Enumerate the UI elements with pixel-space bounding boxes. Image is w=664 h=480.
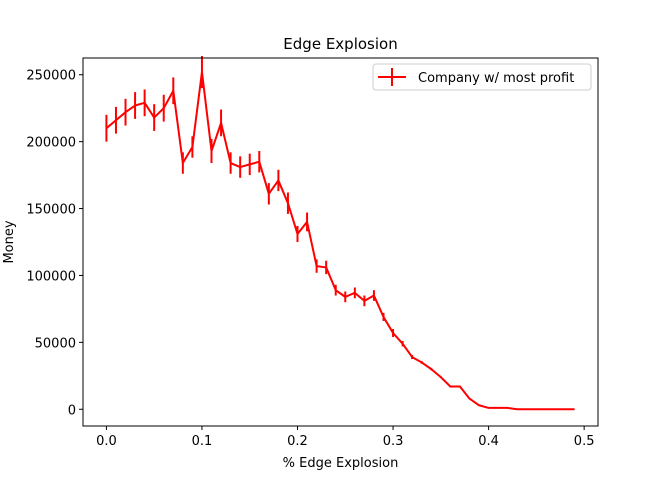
y-tick-label: 250000 bbox=[26, 69, 76, 84]
plot-frame bbox=[82, 57, 599, 427]
y-tick-label: 50000 bbox=[35, 336, 76, 351]
legend: Company w/ most profit bbox=[372, 63, 592, 91]
y-tick-label: 150000 bbox=[26, 203, 76, 218]
legend-label: Company w/ most profit bbox=[418, 71, 574, 86]
chart-title: Edge Explosion bbox=[283, 35, 397, 53]
x-tick-label: 0.3 bbox=[383, 434, 404, 449]
legend-box bbox=[372, 63, 592, 91]
y-axis-label: Money bbox=[2, 220, 17, 263]
y-tick-label: 0 bbox=[68, 403, 76, 418]
x-tick-label: 0.1 bbox=[192, 434, 213, 449]
y-tick-label: 100000 bbox=[26, 269, 76, 284]
x-axis-label: % Edge Explosion bbox=[283, 456, 399, 471]
y-tick-label: 200000 bbox=[26, 136, 76, 151]
x-axis: 0.0 0.1 0.2 0.3 0.4 0.5 bbox=[96, 426, 594, 449]
x-tick-label: 0.5 bbox=[574, 434, 595, 449]
x-tick-label: 0.0 bbox=[96, 434, 117, 449]
series-line bbox=[105, 71, 575, 411]
plot-content bbox=[105, 55, 575, 411]
x-tick-label: 0.2 bbox=[287, 434, 308, 449]
x-tick-label: 0.4 bbox=[478, 434, 499, 449]
y-axis: 0 50000 100000 150000 200000 250000 bbox=[26, 69, 83, 418]
